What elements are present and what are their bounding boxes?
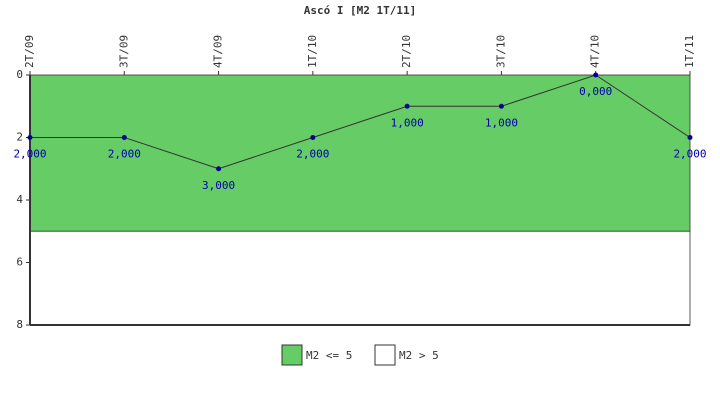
value-label: 1,000 (391, 116, 424, 129)
legend-label: M2 > 5 (399, 349, 439, 362)
y-tick-label: 0 (16, 68, 23, 81)
marker (404, 103, 410, 109)
x-tick-label: 4T/10 (589, 35, 602, 68)
x-tick-label: 1T/10 (306, 35, 319, 68)
marker (593, 72, 599, 78)
legend-swatch (281, 344, 303, 366)
marker (216, 166, 222, 172)
value-label: 2,000 (296, 148, 329, 161)
legend-swatch (374, 344, 396, 366)
marker (498, 103, 504, 109)
band (29, 230, 691, 326)
line (30, 74, 691, 170)
y-tick-label: 4 (16, 193, 23, 206)
x-tick-label: 2T/10 (400, 35, 413, 68)
band (29, 74, 691, 232)
x-tick-label: 1T/11 (683, 35, 696, 68)
value-label: 1,000 (485, 116, 518, 129)
value-label: 2,000 (108, 148, 141, 161)
x-tick-label: 3T/09 (117, 35, 130, 68)
value-label: 2,000 (13, 148, 46, 161)
marker (687, 135, 693, 140)
y-tick-label: 6 (16, 256, 23, 269)
chart-title: Ascó I [M2 1T/11] (304, 4, 417, 17)
value-label: 2,000 (673, 148, 706, 161)
marker (27, 135, 33, 140)
value-label: 0,000 (579, 85, 612, 98)
legend-label: M2 <= 5 (306, 349, 352, 362)
x-tick-label: 4T/09 (212, 35, 225, 68)
x-tick-label: 2T/09 (23, 35, 36, 68)
value-label: 3,000 (202, 179, 235, 192)
x-tick-label: 3T/10 (494, 35, 507, 68)
y-tick-label: 2 (16, 131, 23, 144)
marker (310, 135, 316, 140)
marker (121, 135, 127, 140)
y-tick-label: 8 (16, 318, 23, 331)
